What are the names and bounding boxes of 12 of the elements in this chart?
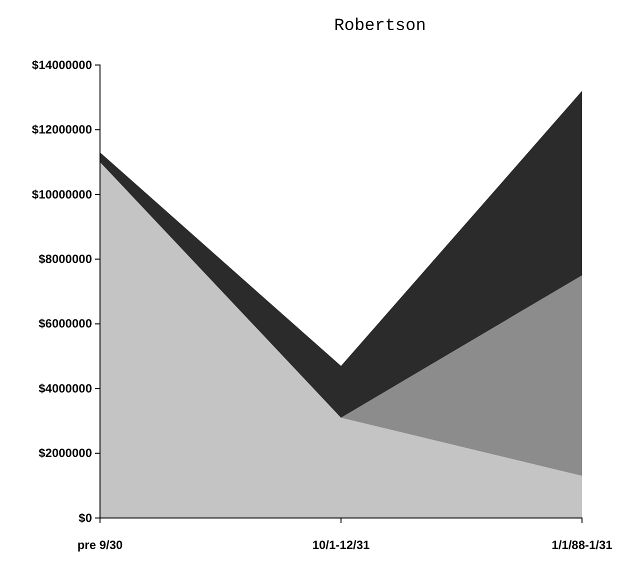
y-tick-label: $0 [78,510,92,525]
y-tick-label: $8000000 [38,252,92,266]
x-tick-label: pre 9/30 [77,538,123,552]
y-tick-label: $14000000 [32,58,92,72]
chart-title: Robertson [334,17,426,36]
x-tick-label: 10/1-12/31 [312,538,370,552]
y-tick-label: $4000000 [38,381,92,396]
x-tick-label: 1/1/88-1/31 [552,538,613,552]
y-tick-label: $2000000 [38,446,92,460]
y-tick-label: $10000000 [32,187,92,202]
y-tick-label: $12000000 [32,122,92,137]
y-tick-label: $6000000 [38,316,92,331]
